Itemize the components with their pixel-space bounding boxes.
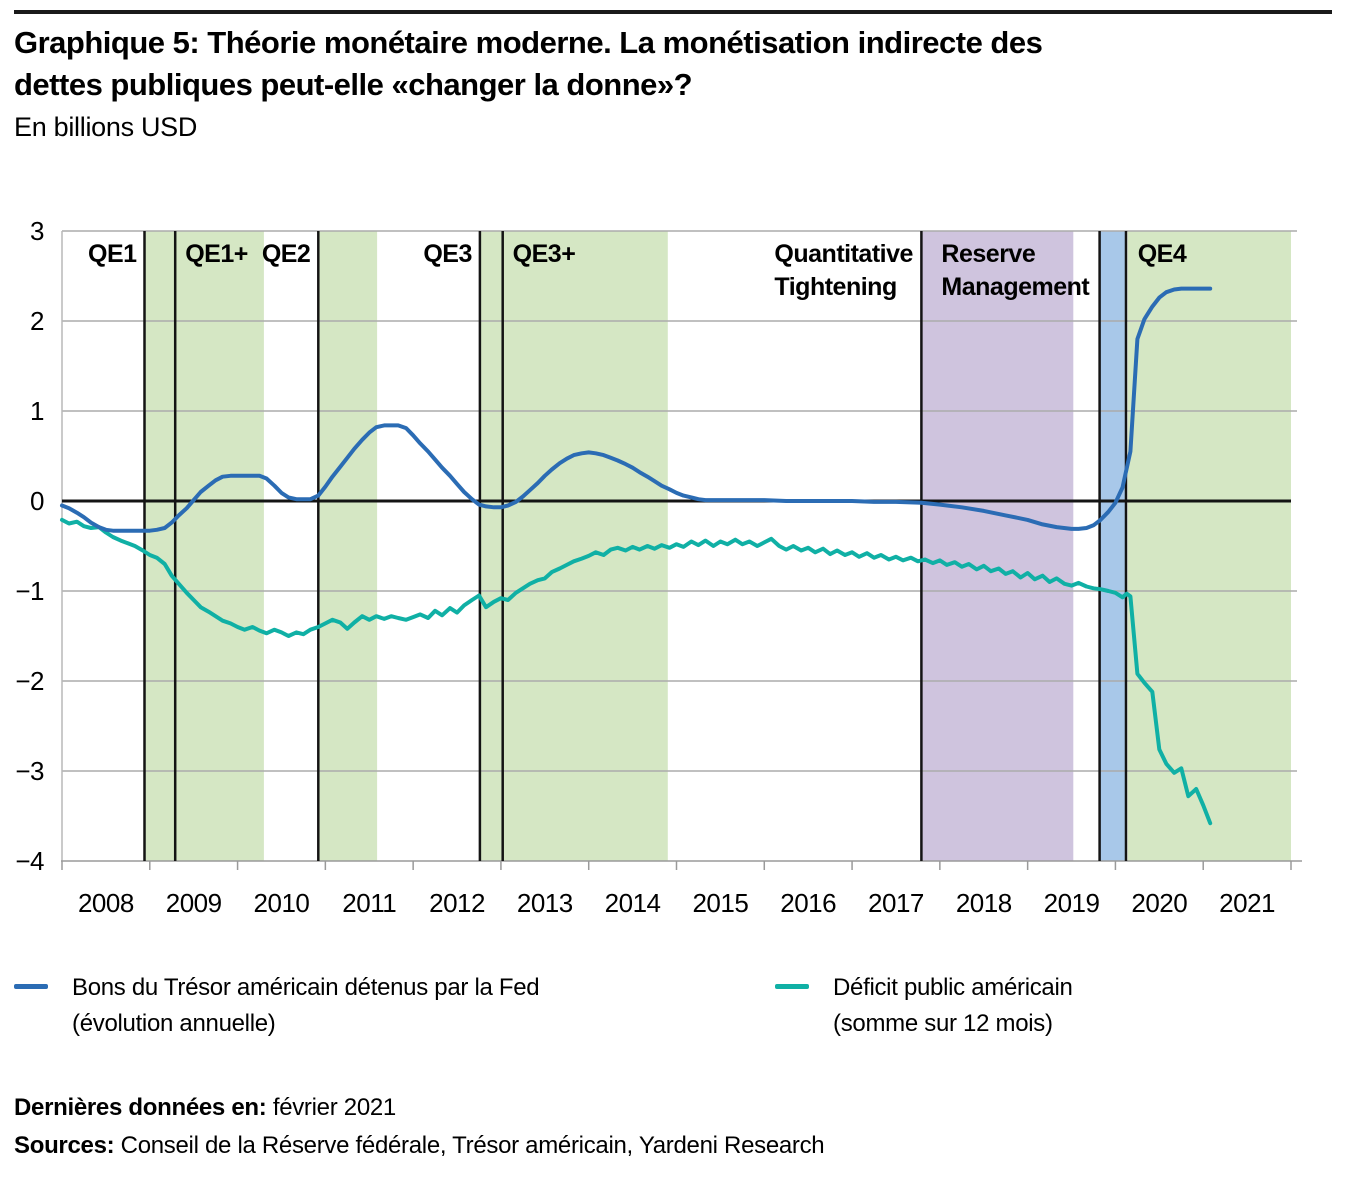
legend-item-fed-treasuries: Bons du Trésor américain détenus par la … xyxy=(14,970,754,1042)
legend-label-deficit-line2: (somme sur 12 mois) xyxy=(833,1010,1053,1037)
y-tick-label: 3 xyxy=(30,215,44,246)
chart-subtitle: En billions USD xyxy=(14,112,198,142)
annotation-quantitative-tightening: Quantitative Tightening xyxy=(774,238,913,304)
annotation-qe3plus-line: QE3+ xyxy=(512,240,576,268)
annotation-qe2-line: QE2 xyxy=(261,240,311,268)
annotation-qe3-line: QE3 xyxy=(423,240,472,268)
band-reserve-management xyxy=(921,231,1074,861)
x-tick-label: 2009 xyxy=(165,888,222,918)
fed-series-color-dash xyxy=(14,984,48,989)
sources-label: Sources: xyxy=(14,1132,115,1159)
chart-title-line1: Graphique 5: Théorie monétaire moderne. … xyxy=(14,25,1043,60)
legend-label-fed: Bons du Trésor américain détenus par la … xyxy=(72,970,754,1042)
legend-label-deficit: Déficit public américain (somme sur 12 mo… xyxy=(833,970,1295,1042)
chart-title-line2: dettes publiques peut-elle «changer la d… xyxy=(14,67,693,102)
x-tick-label: 2015 xyxy=(692,888,749,918)
last-data-line: Dernières données en: février 2021 xyxy=(14,1094,396,1122)
annotation-reserve-management-line: Reserve xyxy=(941,240,1036,268)
annotation-qe1: QE1 xyxy=(88,238,137,271)
x-tick-label: 2020 xyxy=(1131,888,1188,918)
x-tick-label: 2017 xyxy=(868,888,924,918)
y-tick-label: 1 xyxy=(30,395,44,426)
sources-value: Conseil de la Réserve fédérale, Trésor a… xyxy=(114,1132,825,1159)
band-qe2 xyxy=(318,231,378,861)
series-deficit xyxy=(60,517,1213,826)
annotation-quantitative-tightening-line: Tightening xyxy=(774,273,897,301)
legend-item-deficit: Déficit public américain (somme sur 12 mo… xyxy=(775,970,1295,1042)
x-tick-label: 2013 xyxy=(516,888,573,918)
band-qe4 xyxy=(1127,231,1291,861)
annotation-qe1plus: QE1+ xyxy=(185,238,248,271)
annotation-qe2: QE2 xyxy=(262,238,311,271)
x-tick-label: 2021 xyxy=(1219,888,1276,918)
deficit-series-color-dash xyxy=(775,984,809,989)
annotation-reserve-management-line: Management xyxy=(941,273,1090,301)
legend-label-deficit-line1: Déficit public américain xyxy=(833,974,1073,1001)
band-qe1 xyxy=(144,231,264,861)
band-qe3plus xyxy=(479,231,668,861)
annotation-qe4-line: QE4 xyxy=(1137,240,1187,268)
annotation-qe3: QE3 xyxy=(423,238,472,271)
x-tick-label: 2014 xyxy=(604,888,661,918)
annotation-qe1-line: QE1 xyxy=(88,240,137,268)
last-data-value: février 2021 xyxy=(266,1094,396,1121)
annotation-quantitative-tightening-line: Quantitative xyxy=(774,240,913,268)
legend-label-fed-line2: (évolution annuelle) xyxy=(72,1010,276,1037)
annotation-qe3plus: QE3+ xyxy=(513,238,576,271)
chart-area: 3 2 1 0 −1 −2 −3 −4 2008 2009 2010 2011 2012 2013 2014… xyxy=(15,215,1302,918)
x-tick-label: 2019 xyxy=(1043,888,1100,918)
top-rule xyxy=(14,10,1332,14)
band-repo-period xyxy=(1099,231,1126,861)
y-tick-label: −3 xyxy=(15,755,44,786)
y-tick-label: −1 xyxy=(15,575,44,606)
legend-label-fed-line1: Bons du Trésor américain détenus par la … xyxy=(72,974,540,1001)
y-tick-label: −4 xyxy=(15,845,44,876)
x-tick-label: 2012 xyxy=(429,888,485,918)
annotation-qe1plus-line: QE1+ xyxy=(185,240,248,268)
x-tick-label: 2016 xyxy=(780,888,837,918)
last-data-label: Dernières données en: xyxy=(14,1094,267,1121)
y-tick-label: 2 xyxy=(30,305,44,336)
x-tick-label: 2010 xyxy=(253,888,310,918)
annotation-reserve-management: Reserve Management xyxy=(941,238,1089,304)
y-tick-label: 0 xyxy=(30,485,44,516)
y-tick-label: −2 xyxy=(15,665,44,696)
x-tick-label: 2018 xyxy=(955,888,1012,918)
x-tick-label: 2008 xyxy=(77,888,134,918)
x-tick-label: 2011 xyxy=(342,888,397,918)
annotation-qe4: QE4 xyxy=(1138,238,1187,271)
series-fed-treasuries xyxy=(60,286,1213,533)
sources-line: Sources: Conseil de la Réserve fédérale,… xyxy=(14,1132,825,1160)
plot-svg xyxy=(60,230,1302,870)
chart-title: Graphique 5: Théorie monétaire moderne. … xyxy=(14,22,1324,106)
